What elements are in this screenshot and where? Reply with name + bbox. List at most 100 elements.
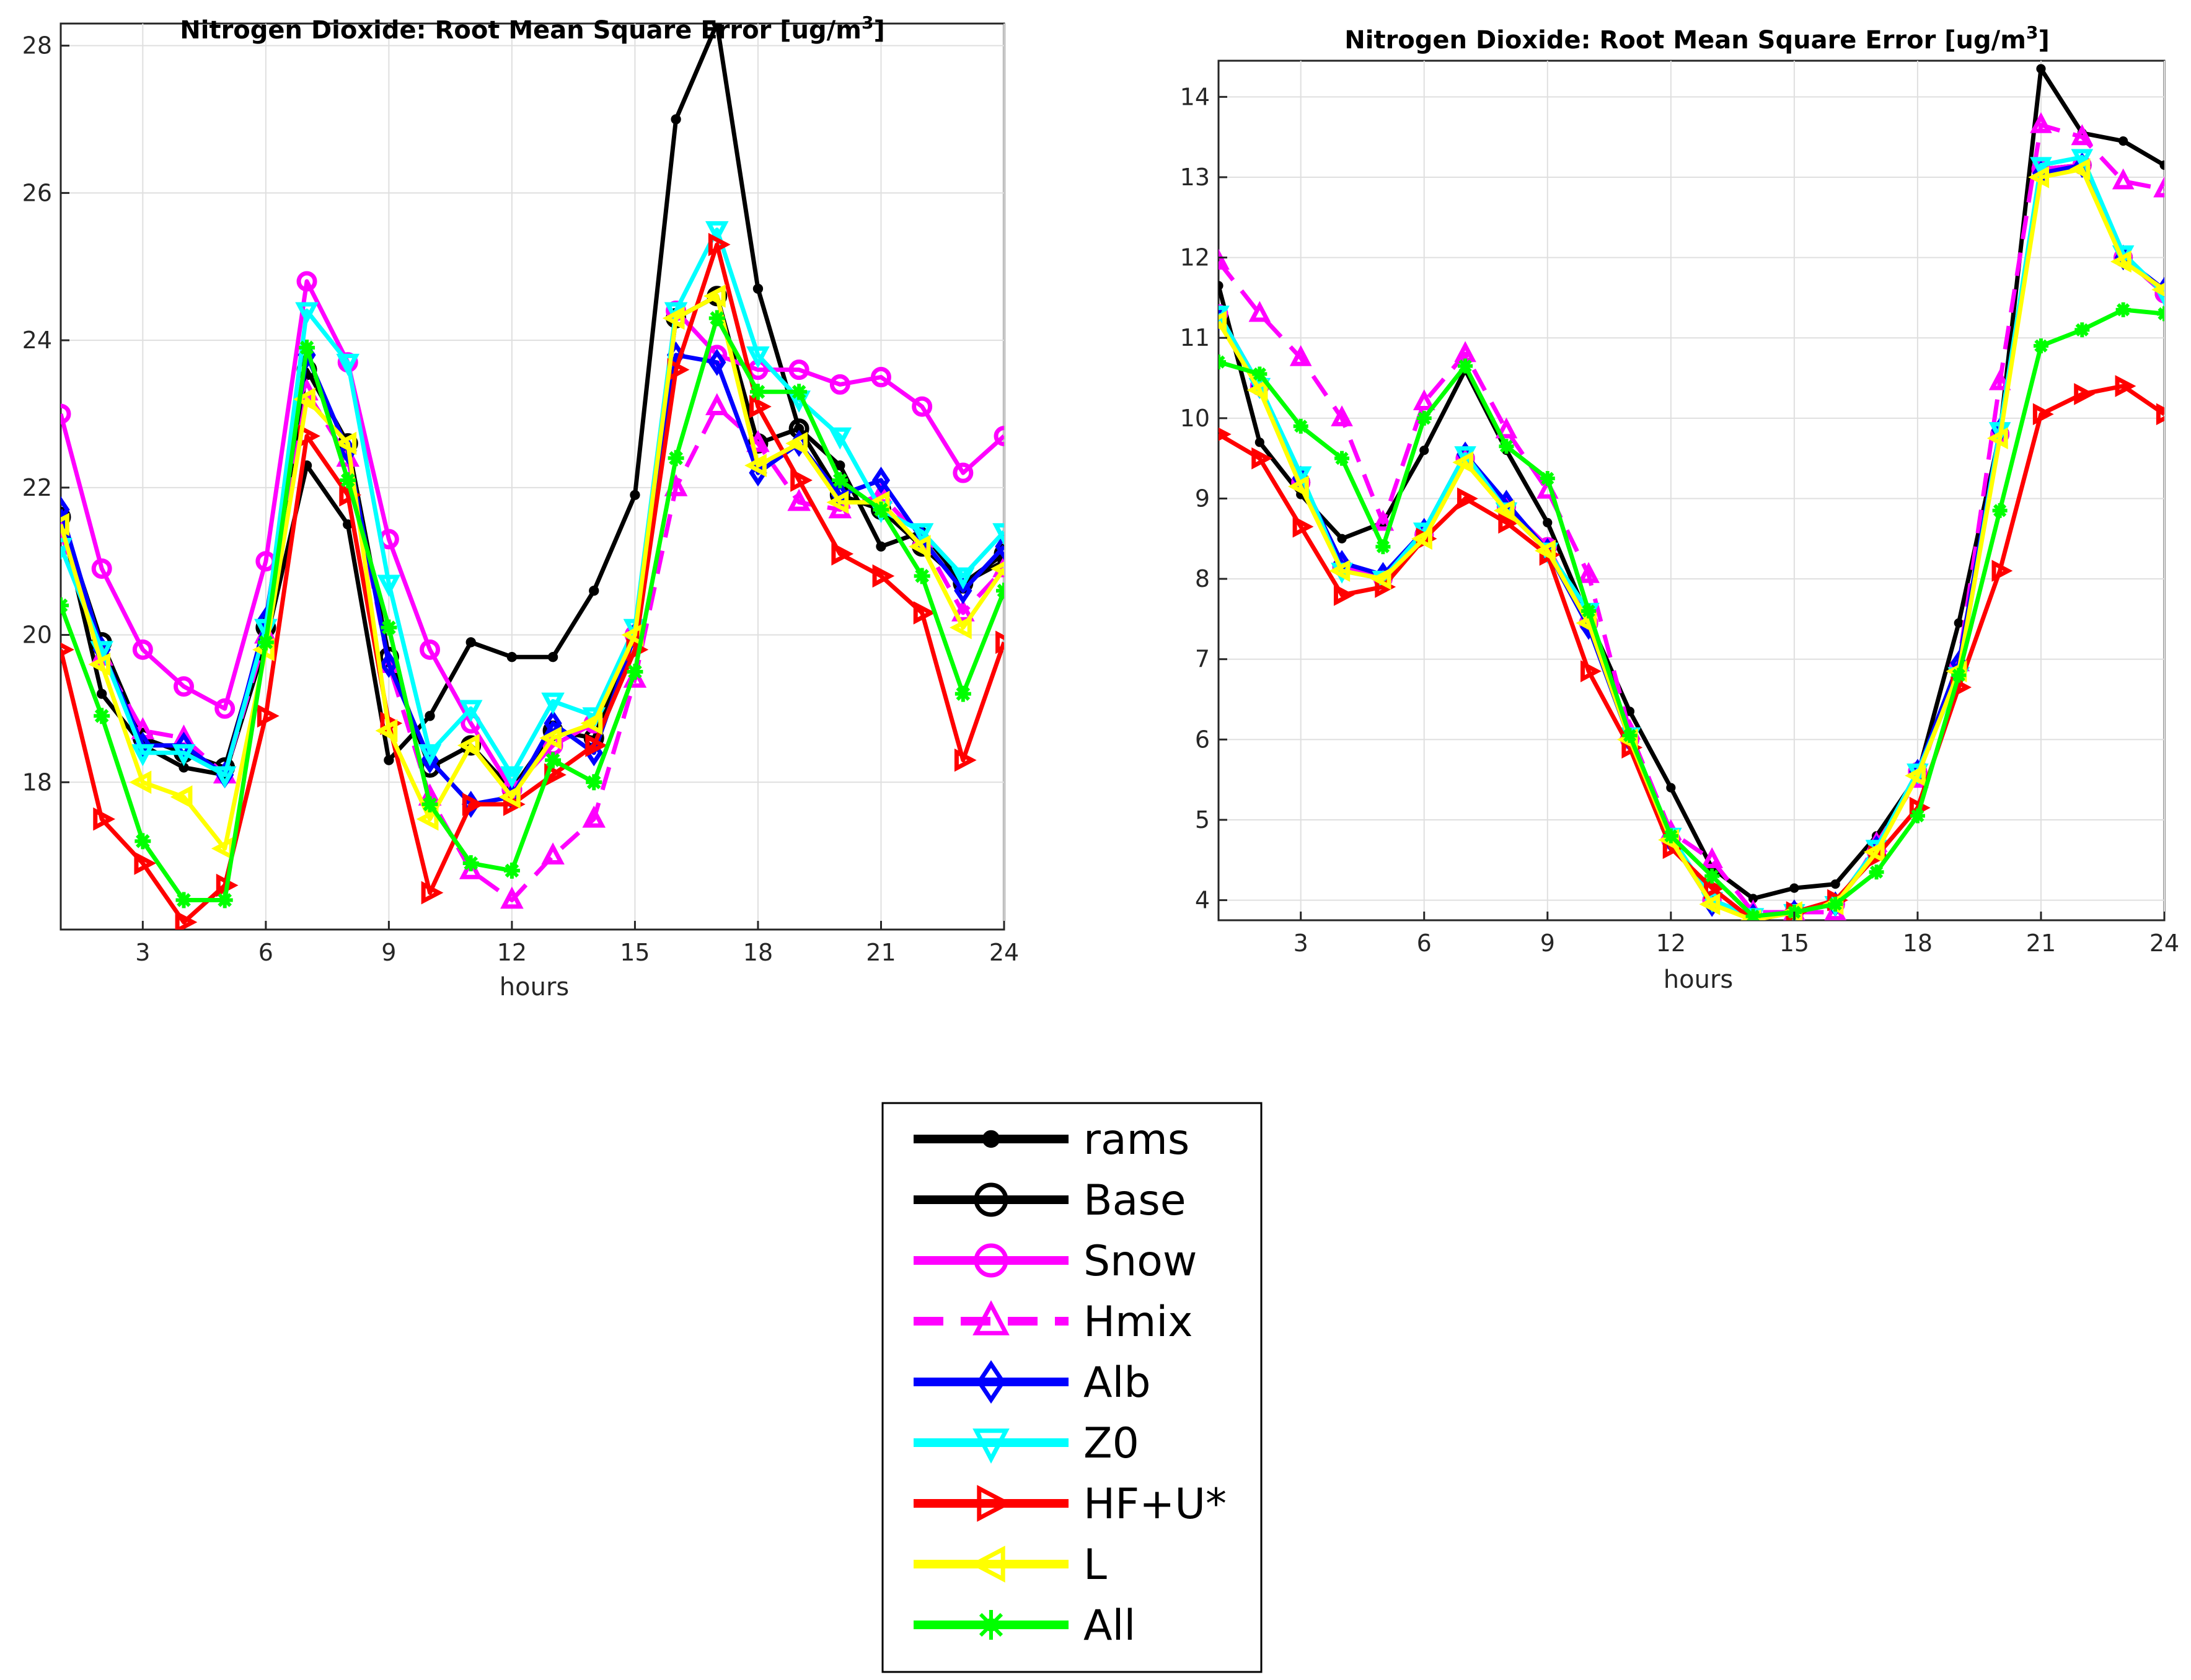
x-tick-label: 9 (381, 939, 396, 966)
data-point-all (749, 384, 766, 400)
x-tick-label: 6 (1417, 930, 1432, 957)
data-point-l (1986, 427, 2008, 450)
data-point-all (257, 634, 274, 651)
data-point-all (545, 752, 562, 768)
data-point-l (88, 653, 111, 676)
grid-right (1219, 61, 2165, 920)
data-point-l (2028, 166, 2050, 188)
data-point-hmix (2112, 168, 2135, 190)
legend-item-rams: rams (914, 1115, 1189, 1164)
legend-marker-base (974, 1182, 1008, 1217)
data-point-all (996, 583, 1004, 599)
legend: rams Base Snow Hmix Alb Z0 HF+U* L All (881, 1102, 1263, 1673)
data-point-all (1458, 358, 1473, 374)
data-point-all (1375, 539, 1391, 555)
data-point-z0 (705, 221, 729, 244)
data-point-all (216, 892, 233, 908)
legend-label-l: L (1083, 1541, 1107, 1590)
data-point-z0 (131, 744, 155, 767)
data-point-all (2033, 338, 2048, 354)
data-point-hf-u (2115, 375, 2136, 397)
data-point-all (2115, 302, 2131, 317)
data-point-z0 (377, 574, 401, 597)
legend-label-base: Base (1083, 1176, 1186, 1225)
data-point-all (873, 501, 889, 518)
data-point-z0 (295, 302, 319, 325)
data-point-hmix (2030, 112, 2052, 133)
data-point-alb (708, 348, 726, 376)
legend-item-snow: Snow (914, 1237, 1197, 1286)
data-point-l (1411, 527, 1432, 550)
data-point-l (416, 807, 439, 831)
data-point-l (1287, 475, 1309, 498)
y-tick-label: 20 (22, 622, 52, 649)
data-point-l (170, 785, 193, 809)
data-point-hmix (1577, 561, 1600, 583)
data-point-snow (132, 639, 153, 660)
data-point-hmix (1289, 345, 1312, 366)
data-point-rams (671, 114, 681, 125)
legend-item-base: Base (914, 1176, 1186, 1225)
data-point-l (1535, 539, 1556, 562)
data-point-rams (1254, 438, 1264, 447)
data-point-hf-u (831, 542, 854, 566)
data-point-z0 (61, 538, 73, 560)
y-tick-label: 22 (22, 474, 52, 501)
data-point-all (1745, 908, 1761, 920)
y-tick-label: 7 (1195, 646, 1210, 673)
chart-title-right: Nitrogen Dioxide: Root Mean Square Error… (1344, 22, 2049, 55)
y-tick-label: 10 (1180, 405, 1210, 432)
data-point-hf-u (1991, 560, 2013, 582)
data-point-rams (835, 460, 845, 471)
data-point-hf-u (790, 468, 813, 492)
data-point-hf-u (134, 851, 157, 875)
data-point-l (498, 785, 521, 809)
data-point-rams (1666, 783, 1676, 793)
data-point-all (462, 855, 479, 872)
legend-marker-l (970, 1546, 1005, 1583)
data-point-rams (1337, 534, 1347, 543)
data-point-hf-u (1580, 660, 1602, 682)
legend-item-hf-u: HF+U* (914, 1480, 1227, 1529)
x-tick-label: 15 (620, 939, 650, 966)
data-point-all (1293, 418, 1308, 434)
data-point-all (832, 472, 849, 488)
data-point-all (94, 708, 110, 724)
data-point-all (1219, 354, 1226, 370)
data-point-alb (61, 496, 70, 524)
data-point-hf-u (257, 704, 280, 728)
data-point-l (826, 490, 849, 514)
legend-label-alb: Alb (1083, 1358, 1151, 1407)
data-point-rams (712, 24, 722, 29)
data-point-all (1499, 439, 1514, 454)
y-tick-label: 28 (22, 32, 52, 59)
data-point-all (1252, 366, 1267, 382)
data-point-l (580, 711, 603, 735)
data-point-hf-u (749, 395, 772, 418)
y-tick-label: 9 (1195, 485, 1210, 512)
legend-marker-z0 (972, 1428, 1010, 1464)
data-point-z0 (541, 692, 565, 715)
legend-marker-hf-u (977, 1485, 1012, 1522)
data-point-hmix (500, 886, 524, 909)
data-point-all (381, 619, 397, 636)
chart-right: 3 6 9 12 15 18 21 24 4 5 6 7 8 9 10 11 12 13 14 Nitrogen D… (1180, 22, 2180, 994)
data-point-l (662, 306, 685, 330)
data-point-all (1828, 897, 1843, 912)
data-point-z0 (2071, 149, 2094, 170)
legend-marker-all (976, 1610, 1006, 1640)
data-point-alb (954, 577, 972, 605)
data-point-hf-u (1457, 487, 1478, 510)
data-point-hmix (582, 805, 606, 828)
x-tick-label: 9 (1540, 930, 1555, 957)
data-point-l (334, 431, 357, 455)
legend-item-z0: Z0 (914, 1419, 1139, 1468)
data-point-all (1540, 471, 1555, 486)
data-point-rams (2118, 136, 2128, 146)
data-point-hf-u (61, 642, 74, 657)
data-point-all (134, 833, 151, 850)
data-point-z0 (992, 523, 1004, 545)
data-point-l (990, 561, 1004, 576)
y-tick-label: 13 (1180, 164, 1210, 191)
legend-marker-alb (976, 1360, 1006, 1404)
